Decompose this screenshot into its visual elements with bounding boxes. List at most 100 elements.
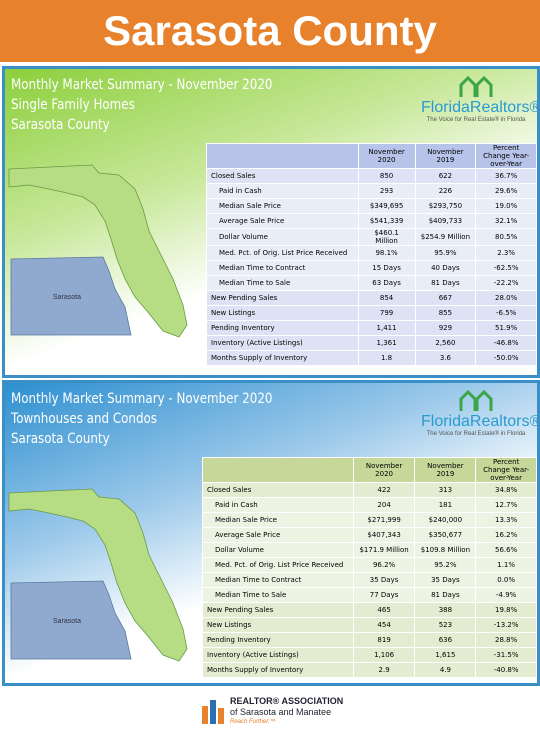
footer-sub: of Sarasota and Manatee <box>230 707 332 717</box>
data-row: Dollar Volume $460.1 Million $254.9 Millio… <box>206 228 537 246</box>
panel-subtitle: Single Family Homes <box>11 97 135 113</box>
panel: Monthly Market Summary - November 2020 To… <box>2 380 540 686</box>
florida-map: Sarasota <box>8 164 188 338</box>
data-row: Closed Sales 850 622 36.7% <box>206 168 537 184</box>
value-cell: 77 Days <box>352 587 416 603</box>
row-label: Paid in Cash <box>202 497 354 513</box>
value-cell: 523 <box>414 617 477 633</box>
header-cell: November 2019 <box>414 143 477 169</box>
value-cell: 3.6 <box>414 350 477 366</box>
value-cell: $240,000 <box>414 512 477 528</box>
value-cell: 622 <box>414 168 477 184</box>
row-label: Med. Pct. of Orig. List Price Received <box>206 245 359 261</box>
header-cell <box>206 143 359 169</box>
value-cell: 1,615 <box>414 647 477 663</box>
value-cell: $171.9 Million <box>352 542 416 558</box>
value-cell: $109.8 Million <box>414 542 477 558</box>
value-cell: 2.3% <box>475 245 537 261</box>
panel-title: Monthly Market Summary - November 2020 <box>11 77 273 93</box>
value-cell: $541,339 <box>357 213 416 229</box>
value-cell: 95.9% <box>414 245 477 261</box>
row-label: New Pending Sales <box>206 290 359 306</box>
value-cell: 28.0% <box>475 290 537 306</box>
value-cell: 36.7% <box>475 168 537 184</box>
row-label: Months Supply of Inventory <box>206 350 359 366</box>
map-label: Sarasota <box>53 618 81 625</box>
footer-org: REALTOR® ASSOCIATION <box>230 696 344 706</box>
value-cell: 1,106 <box>352 647 416 663</box>
value-cell: $254.9 Million <box>414 228 477 246</box>
value-cell: $409,733 <box>414 213 477 229</box>
value-cell: 28.8% <box>475 632 537 648</box>
state-shape <box>8 164 188 338</box>
row-label: Med. Pct. of Orig. List Price Received <box>202 557 354 573</box>
value-cell: 799 <box>357 305 416 321</box>
value-cell: -13.2% <box>475 617 537 633</box>
header-row: November 2020 November 2019 Percent Change… <box>202 457 537 483</box>
value-cell: 819 <box>352 632 416 648</box>
value-cell: 32.1% <box>475 213 537 229</box>
panel: Monthly Market Summary - November 2020 Si… <box>2 66 540 378</box>
data-row: Average Sale Price $407,343 $350,677 16.2% <box>202 527 537 543</box>
value-cell: 1,411 <box>357 320 416 336</box>
panel-county: Sarasota County <box>11 431 110 447</box>
value-cell: -4.9% <box>475 587 537 603</box>
footer-logo-icon <box>202 700 224 724</box>
row-label: Inventory (Active Listings) <box>202 647 354 663</box>
panel-title: Monthly Market Summary - November 2020 <box>11 391 273 407</box>
row-label: Median Time to Sale <box>206 275 359 291</box>
value-cell: 204 <box>352 497 416 513</box>
value-cell: 2.9 <box>352 662 416 678</box>
value-cell: 929 <box>414 320 477 336</box>
data-row: Closed Sales 422 313 34.8% <box>202 482 537 498</box>
panel-subtitle: Townhouses and Condos <box>11 411 158 427</box>
footer: REALTOR® ASSOCIATION of Sarasota and Man… <box>200 692 400 732</box>
header-cell: November 2019 <box>414 457 477 483</box>
data-row: Median Sale Price $271,999 $240,000 13.3% <box>202 512 537 528</box>
header-row: November 2020 November 2019 Percent Change… <box>206 143 537 169</box>
value-cell: 40 Days <box>414 260 477 276</box>
logo-icon <box>459 389 493 411</box>
value-cell: 98.1% <box>357 245 416 261</box>
header-cell: November 2020 <box>357 143 416 169</box>
header-title: Sarasota County <box>0 0 540 62</box>
logo-house <box>459 75 493 97</box>
header-cell: November 2020 <box>352 457 416 483</box>
logo-name: FloridaRealtors® <box>421 413 540 430</box>
value-cell: -31.5% <box>475 647 537 663</box>
row-label: Closed Sales <box>202 482 354 498</box>
data-row: Paid in Cash 204 181 12.7% <box>202 497 537 513</box>
value-cell: 388 <box>414 602 477 618</box>
data-row: Paid in Cash 293 226 29.6% <box>206 183 537 199</box>
value-cell: 636 <box>414 632 477 648</box>
value-cell: 13.3% <box>475 512 537 528</box>
row-label: Paid in Cash <box>206 183 359 199</box>
data-row: New Pending Sales 854 667 28.0% <box>206 290 537 306</box>
value-cell: 19.8% <box>475 602 537 618</box>
state-shape <box>8 488 188 662</box>
value-cell: 19.0% <box>475 198 537 214</box>
florida-map: Sarasota <box>8 488 188 662</box>
data-row: Med. Pct. of Orig. List Price Received 96… <box>202 557 537 573</box>
value-cell: 1,361 <box>357 335 416 351</box>
value-cell: $350,677 <box>414 527 477 543</box>
data-row: Dollar Volume $171.9 Million $109.8 Millio… <box>202 542 537 558</box>
county-shape <box>10 256 132 336</box>
header-cell: Percent Change Year-over-Year <box>475 457 537 483</box>
row-label: New Listings <box>202 617 354 633</box>
stats-table: November 2020 November 2019 Percent Change… <box>206 143 537 366</box>
row-label: Months Supply of Inventory <box>202 662 354 678</box>
header-cell <box>202 457 354 483</box>
logo-tagline: The Voice for Real Estate® in Florida <box>426 117 526 123</box>
value-cell: -22.2% <box>475 275 537 291</box>
value-cell: -40.8% <box>475 662 537 678</box>
data-row: Months Supply of Inventory 1.8 3.6 -50.0% <box>206 350 537 366</box>
value-cell: 1.8 <box>357 350 416 366</box>
value-cell: 29.6% <box>475 183 537 199</box>
panel-title-block: Monthly Market Summary - November 2020 To… <box>11 389 272 449</box>
row-label: Dollar Volume <box>202 542 354 558</box>
value-cell: 51.9% <box>475 320 537 336</box>
value-cell: 465 <box>352 602 416 618</box>
value-cell: 855 <box>414 305 477 321</box>
data-row: Months Supply of Inventory 2.9 4.9 -40.8% <box>202 662 537 678</box>
